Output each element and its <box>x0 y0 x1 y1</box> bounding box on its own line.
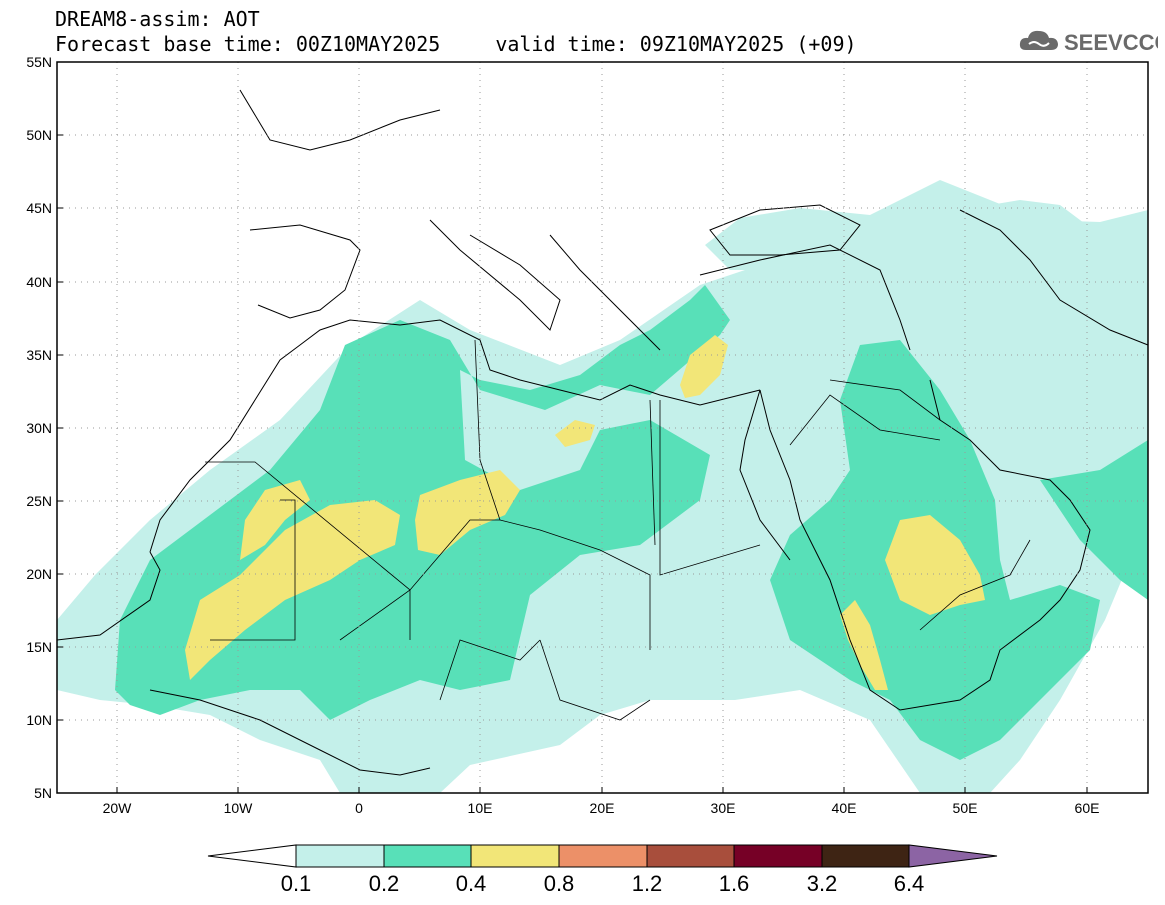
lon-label-10w: 10W <box>224 800 254 816</box>
colorbar <box>207 844 998 868</box>
valid-time: valid time: 09Z10MAY2025 (+09) <box>495 32 857 56</box>
aot-0.4-region-libya <box>555 420 595 447</box>
colorbar-bin-0.2-0.4 <box>383 844 472 868</box>
lat-label-45n: 45N <box>26 200 52 216</box>
lon-label-50e: 50E <box>953 800 978 816</box>
colorbar-bin-3.2-6.4 <box>821 844 910 868</box>
colorbar-bin-0.8-1.2 <box>558 844 648 868</box>
aot-0.4-region-mali <box>185 500 400 680</box>
colorbar-bin-0.4-0.8 <box>470 844 560 868</box>
colorbar-bin-1.6-3.2 <box>733 844 823 868</box>
colorbar-high-arrow <box>908 844 998 868</box>
country-borders <box>205 339 1031 721</box>
aot-0.4-region-redsea <box>840 600 888 690</box>
logo-text: SEEVCCC <box>1064 30 1158 55</box>
base-time: Forecast base time: 00Z10MAY2025 <box>55 32 441 56</box>
colorbar-label-1.6: 1.6 <box>718 871 750 896</box>
lat-label-50n: 50N <box>26 127 52 143</box>
lon-label-10e: 10E <box>468 800 493 816</box>
lat-label-30n: 30N <box>26 420 52 436</box>
lat-label-10n: 10N <box>26 712 52 728</box>
aot-0.4-region-saudi <box>885 515 985 615</box>
lon-labels: 20W 10W 0 10E 20E 30E 40E 50E 60E <box>103 800 1100 816</box>
colorbar-label-6.4: 6.4 <box>893 871 925 896</box>
colorbar-bin-0.1-0.2 <box>295 844 385 868</box>
aot-0.4-region-algeria <box>415 470 520 555</box>
forecast-times: Forecast base time: 00Z10MAY2025 valid ti… <box>55 33 857 55</box>
lon-label-60e: 60E <box>1075 800 1100 816</box>
lat-label-20n: 20N <box>26 566 52 582</box>
aot-0.4-region-egypt <box>680 335 728 398</box>
colorbar-low-arrow <box>207 844 297 868</box>
cloud-icon <box>1019 30 1058 50</box>
lon-label-0: 0 <box>355 800 363 816</box>
map-title: DREAM8-assim: AOT <box>55 7 260 31</box>
colorbar-label-0.1: 0.1 <box>280 871 312 896</box>
seevccc-logo: SEEVCCC <box>1019 30 1158 55</box>
lat-label-40n: 40N <box>26 274 52 290</box>
lat-label-15n: 15N <box>26 639 52 655</box>
lat-label-55n: 55N <box>26 54 52 70</box>
axis-ticks <box>57 61 1088 794</box>
lon-label-40e: 40E <box>832 800 857 816</box>
lon-label-30e: 30E <box>711 800 736 816</box>
colorbar-bin-1.2-1.6 <box>646 844 735 868</box>
aot-0.2-region-east <box>1040 440 1148 600</box>
lat-label-25n: 25N <box>26 493 52 509</box>
lat-label-5n: 5N <box>34 785 52 801</box>
colorbar-label-1.2: 1.2 <box>631 871 663 896</box>
coastlines <box>57 89 1149 776</box>
aot-0.1-region-caucasus <box>705 180 1148 310</box>
colorbar-label-0.8: 0.8 <box>543 871 575 896</box>
colorbar-label-0.2: 0.2 <box>368 871 400 896</box>
colorbar-label-0.4: 0.4 <box>455 871 487 896</box>
aot-field <box>57 180 1148 793</box>
lon-label-20w: 20W <box>103 800 133 816</box>
colorbar-label-3.2: 3.2 <box>806 871 838 896</box>
lon-label-20e: 20E <box>590 800 615 816</box>
lat-labels: 55N 50N 45N 40N 35N 30N 25N 20N 15N 10N … <box>26 54 52 801</box>
lat-label-35n: 35N <box>26 347 52 363</box>
